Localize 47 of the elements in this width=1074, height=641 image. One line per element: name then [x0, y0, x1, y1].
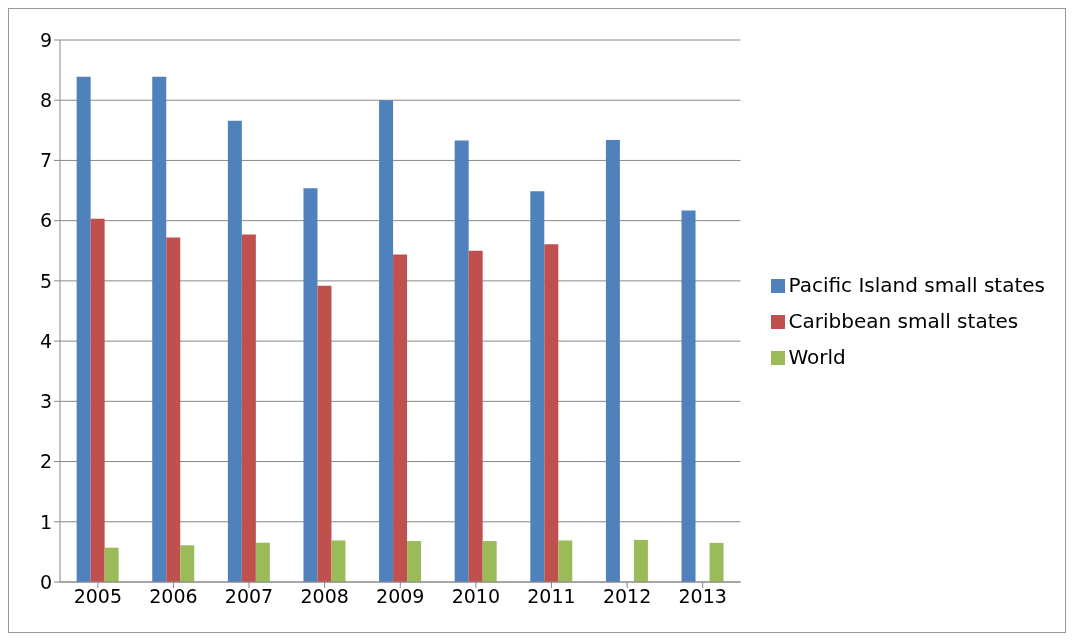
bar: [303, 188, 318, 582]
bar: [544, 244, 559, 582]
y-tick-label: 0: [39, 570, 52, 593]
legend-label: Pacific Island small states: [788, 272, 1045, 297]
x-tick-label: 2009: [376, 585, 425, 608]
y-tick-label: 1: [39, 510, 52, 533]
bar: [104, 547, 119, 582]
bar: [633, 539, 648, 582]
bar: [482, 541, 497, 582]
legend-label: World: [788, 344, 846, 369]
x-tick-label: 2007: [224, 585, 274, 608]
y-tick-label: 8: [39, 88, 52, 111]
y-tick-label: 9: [39, 28, 52, 51]
bar: [317, 285, 332, 582]
x-tick-label: 2005: [73, 585, 122, 608]
bar: [454, 140, 469, 582]
bar: [166, 237, 181, 582]
y-tick-label: 7: [39, 149, 52, 172]
bar: [76, 76, 91, 582]
bar: [152, 76, 167, 582]
bar: [255, 542, 270, 582]
bar: [468, 250, 483, 582]
bar: [227, 120, 242, 582]
bar: [681, 210, 696, 582]
y-tick-label: 2: [39, 450, 52, 473]
bar: [709, 542, 724, 582]
bar: [605, 139, 620, 582]
y-tick-label: 6: [39, 209, 52, 232]
bar: [393, 254, 408, 582]
y-tick-label: 4: [39, 329, 52, 352]
x-tick-label: 2011: [527, 585, 576, 608]
x-tick-label: 2013: [678, 585, 727, 608]
y-tick-label: 5: [39, 269, 52, 292]
x-tick-label: 2008: [300, 585, 349, 608]
bar: [558, 540, 573, 582]
bar: [180, 545, 195, 582]
bar: [379, 100, 394, 582]
legend-label: Caribbean small states: [788, 308, 1019, 333]
x-tick-label: 2012: [602, 585, 652, 608]
x-tick-label: 2010: [451, 585, 501, 608]
x-tick-label: 2006: [149, 585, 198, 608]
bar: [530, 191, 545, 582]
bar: [331, 540, 346, 582]
y-tick-label: 3: [39, 390, 52, 413]
bar: [90, 218, 105, 582]
bar: [241, 234, 256, 582]
bar: [407, 541, 422, 582]
